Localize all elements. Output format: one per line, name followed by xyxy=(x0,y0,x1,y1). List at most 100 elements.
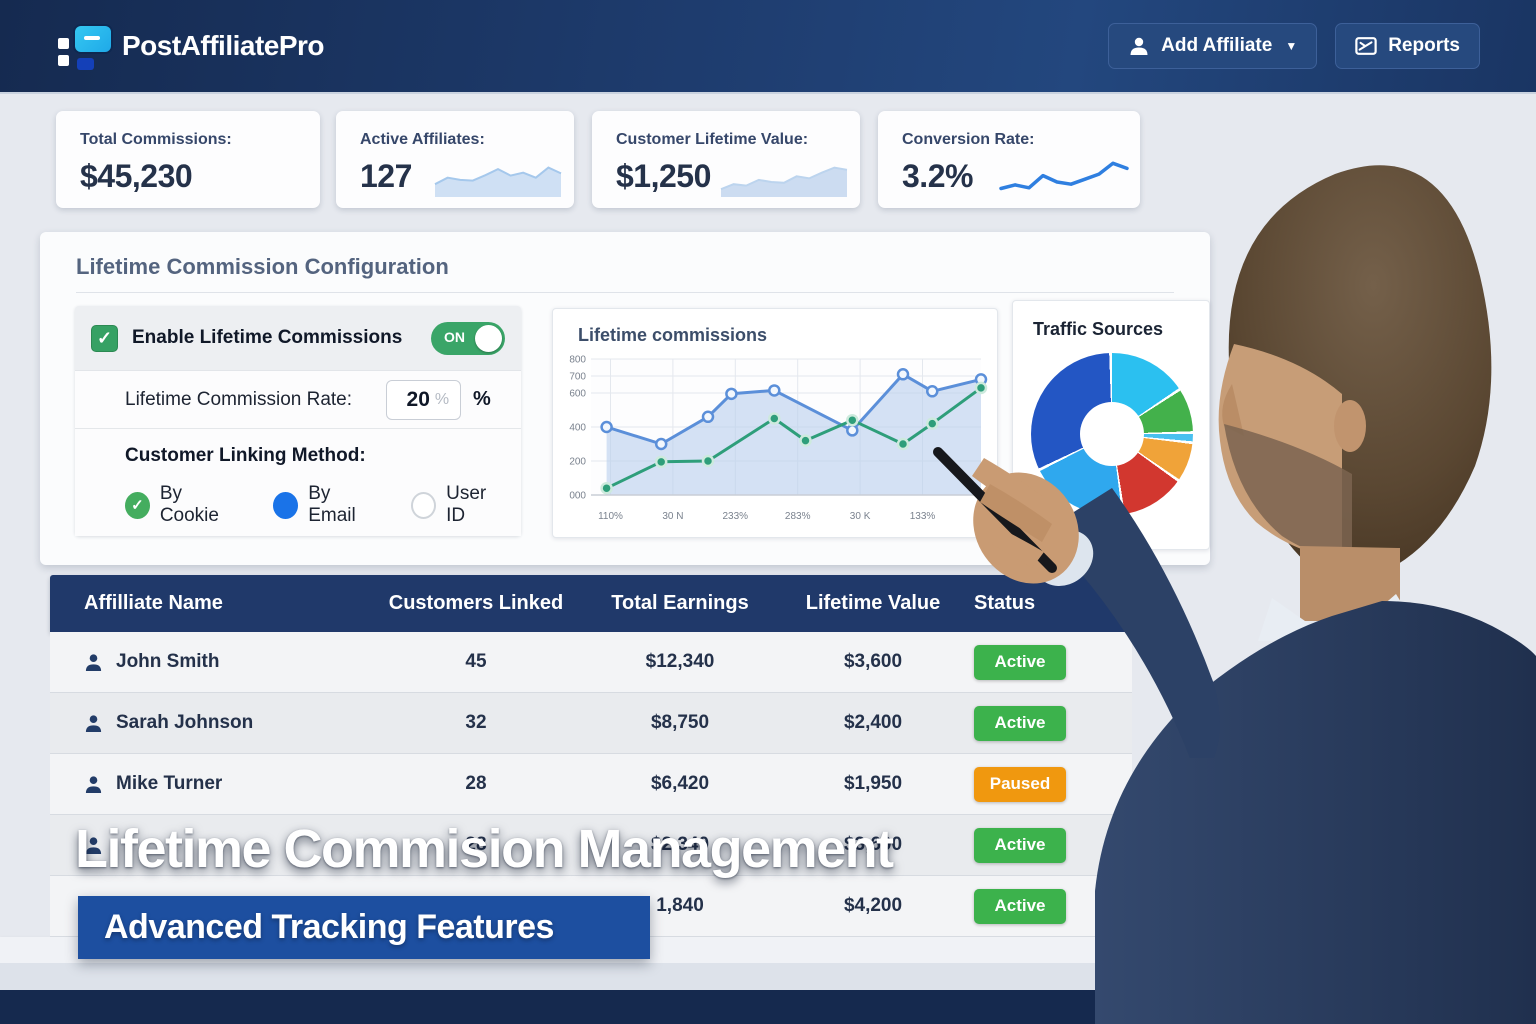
toggle-knob xyxy=(475,324,502,352)
linking-option-by-cookie[interactable]: ✓ By Cookie xyxy=(125,483,239,527)
stat-value: 127 xyxy=(360,158,412,194)
bottom-bar-navy xyxy=(0,990,1536,1024)
linking-option-user-id[interactable]: User ID xyxy=(411,483,505,527)
svg-text:800: 800 xyxy=(569,355,586,366)
line-chart: 110% 30 N 233% 283% 30 K 133% 800 700 600 400 200 0… xyxy=(569,355,988,522)
status-badge: Paused xyxy=(974,766,1066,802)
radio-checked-icon: ✓ xyxy=(125,491,150,519)
affiliates-table: Affilliate Name Customers Linked Total E… xyxy=(50,575,1132,937)
rate-input-suffix: % xyxy=(434,390,450,408)
svg-text:110%: 110% xyxy=(598,511,623,522)
sparkline-chart xyxy=(434,166,562,197)
report-chart-icon xyxy=(1355,37,1377,55)
svg-text:233%: 233% xyxy=(723,511,749,522)
reports-button[interactable]: Reports xyxy=(1335,23,1480,69)
stat-card-conversion-rate: Conversion Rate: 3.2% xyxy=(878,111,1140,208)
stat-label: Active Affiliates: xyxy=(360,131,485,148)
lifetime-commissions-chart-card: Lifetime commissions 110% 30 N 233% 283% 30 … xyxy=(552,308,998,538)
svg-text:700: 700 xyxy=(569,372,586,383)
user-icon xyxy=(1130,37,1148,55)
column-header-lifetime-value: Lifetime Value xyxy=(805,592,941,614)
column-header-affiliate-name: Affilliate Name xyxy=(84,592,223,614)
reports-label: Reports xyxy=(1388,35,1460,56)
caret-down-icon: ▼ xyxy=(1285,39,1298,53)
status-badge: Active xyxy=(974,705,1066,741)
brand-name: PostAffiliatePro xyxy=(122,30,325,61)
toggle-state-label: ON xyxy=(444,328,465,345)
svg-text:30 K: 30 K xyxy=(850,511,871,522)
affiliate-name: Mike Turner xyxy=(116,773,223,794)
column-header-status: Status xyxy=(974,592,1036,614)
radio-empty-icon xyxy=(411,491,437,519)
presenter-neck xyxy=(1300,546,1400,621)
enable-commissions-label: Enable Lifetime Commissions xyxy=(132,327,403,348)
stat-card-active-affiliates: Active Affiliates: 127 xyxy=(336,111,574,208)
column-header-customers-linked: Customers Linked xyxy=(388,592,564,614)
chart-title: Lifetime commissions xyxy=(578,325,768,345)
option-label: By Email xyxy=(308,483,356,526)
table-header-row: Affilliate Name Customers Linked Total E… xyxy=(50,575,1132,632)
add-affiliate-button[interactable]: Add Affiliate ▼ xyxy=(1108,23,1318,69)
affiliate-name: Sarah Johnson xyxy=(116,712,254,733)
svg-text:30 N: 30 N xyxy=(662,511,683,522)
status-badge: Active xyxy=(974,888,1066,924)
customers-linked: 28 xyxy=(465,773,487,794)
stat-label: Conversion Rate: xyxy=(902,131,1035,148)
traffic-sources-card: Traffic Sources xyxy=(1012,300,1210,550)
presenter-beard xyxy=(1224,424,1352,562)
sparkline-chart xyxy=(720,166,848,197)
presenter-hair xyxy=(1228,165,1492,566)
total-earnings: $6,420 xyxy=(650,773,710,794)
enable-commissions-toggle[interactable]: ON xyxy=(431,321,505,355)
stat-card-customer-lifetime-value: Customer Lifetime Value: $1,250 xyxy=(592,111,860,208)
column-header-total-earnings: Total Earnings xyxy=(611,592,749,614)
option-label: By Cookie xyxy=(159,483,219,526)
stat-value: 3.2% xyxy=(902,158,973,194)
chart-title: Traffic Sources xyxy=(1033,319,1164,339)
person-icon xyxy=(85,836,102,854)
person-icon xyxy=(85,653,102,671)
stat-card-total-commissions: Total Commissions: $45,230 xyxy=(56,111,320,208)
presenter-nose xyxy=(1222,384,1244,436)
stat-value: $45,230 xyxy=(80,158,193,194)
table-row[interactable]: Mike Turner 28 $6,420 $1,950 Paused xyxy=(50,754,1132,815)
sparkline-chart xyxy=(999,161,1129,191)
rate-input-field[interactable] xyxy=(397,387,430,412)
presenter-face xyxy=(1218,344,1342,558)
total-earnings: $8,750 xyxy=(650,712,710,733)
customers-linked: 28 xyxy=(465,834,487,855)
table-row[interactable]: 28 $2,340 $3,600 Active xyxy=(50,815,1132,876)
lifetime-value: $2,400 xyxy=(843,712,903,733)
table-row[interactable]: Sarah Johnson 32 $8,750 $2,400 Active xyxy=(50,693,1132,754)
lifetime-value: $4,200 xyxy=(843,895,903,916)
presenter-ear xyxy=(1334,400,1366,452)
donut-hole xyxy=(1080,402,1144,466)
radio-filled-icon xyxy=(273,491,299,519)
svg-text:200: 200 xyxy=(569,457,586,468)
banner-text: Advanced Tracking Features xyxy=(104,908,554,946)
panel-title: Lifetime Commission Configuration xyxy=(76,254,449,279)
table-row[interactable]: John Smith 45 $12,340 $3,600 Active xyxy=(50,632,1132,693)
brand: PostAffiliatePro xyxy=(58,22,325,70)
lifetime-value: $1,950 xyxy=(843,773,903,794)
total-earnings: 1,840 xyxy=(656,895,704,916)
commission-config-box: ✓ Enable Lifetime Commissions ON Lifetim… xyxy=(75,306,521,536)
top-nav-bar: PostAffiliatePro Add Affiliate ▼ Reports xyxy=(0,0,1536,94)
stat-label: Total Commissions: xyxy=(80,131,232,148)
banner-overlay: Advanced Tracking Features xyxy=(78,896,650,959)
bottom-strip-gray xyxy=(0,963,1536,990)
option-label: User ID xyxy=(446,483,487,526)
rate-unit-label: % xyxy=(473,388,491,410)
postaffiliatepro-logo-icon xyxy=(58,22,111,70)
svg-text:283%: 283% xyxy=(785,511,811,522)
status-badge: Active xyxy=(974,827,1066,863)
divider xyxy=(76,292,1174,293)
linking-option-by-email[interactable]: By Email xyxy=(273,483,377,527)
presenter-collar xyxy=(1258,594,1425,644)
rate-input[interactable]: % xyxy=(386,379,462,420)
svg-text:400: 400 xyxy=(569,423,586,434)
total-earnings: $2,340 xyxy=(650,834,710,855)
enable-commissions-checkbox[interactable]: ✓ xyxy=(91,324,118,352)
lifetime-value: $3,600 xyxy=(843,834,903,855)
customers-linked: 32 xyxy=(465,712,487,733)
